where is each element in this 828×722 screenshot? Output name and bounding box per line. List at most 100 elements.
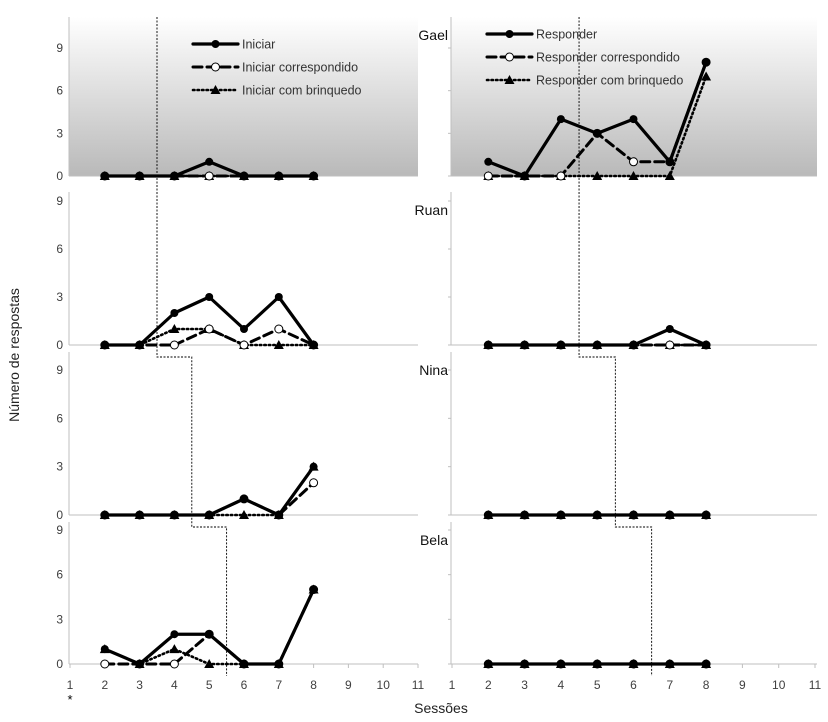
data-point-correspondido — [169, 340, 179, 350]
data-point-total — [702, 511, 711, 519]
data-point-brinquedo — [169, 324, 180, 333]
data-point-total — [274, 511, 283, 519]
data-point-total — [240, 325, 248, 333]
x-tick-label: 2 — [485, 678, 492, 692]
data-point-total — [593, 129, 602, 138]
y-tick-label: 0 — [56, 169, 63, 183]
data-point-correspondido — [665, 340, 675, 350]
shaded-background — [69, 17, 418, 176]
x-tick-label: 7 — [275, 678, 282, 692]
legend-marker-total — [211, 40, 220, 48]
data-point-total — [556, 341, 565, 349]
x-tick-label: 4 — [558, 678, 565, 692]
y-tick-label: 9 — [56, 523, 63, 537]
data-point-correspondido — [483, 171, 493, 181]
x-tick-label: 1 — [449, 678, 456, 692]
data-point-brinquedo — [169, 644, 180, 654]
data-point-total — [135, 172, 144, 180]
data-point-total — [665, 660, 674, 668]
phase-change-line — [156, 17, 228, 676]
data-point-correspondido — [629, 157, 638, 167]
footnote-asterisk: * — [67, 692, 72, 707]
shaded-background — [451, 17, 817, 176]
legend-label: Iniciar com brinquedo — [242, 84, 362, 98]
y-tick-label: 3 — [56, 290, 63, 304]
data-point-correspondido — [239, 340, 249, 350]
y-tick-label: 6 — [56, 84, 63, 98]
data-point-total — [629, 341, 638, 349]
data-point-total — [520, 511, 529, 519]
legend-label: Responder com brinquedo — [536, 74, 683, 88]
y-tick-label: 6 — [56, 242, 63, 256]
data-point-correspondido — [309, 478, 319, 488]
y-tick-label: 9 — [56, 194, 63, 208]
legend-marker-brinquedo — [210, 85, 221, 94]
data-point-total — [205, 630, 214, 639]
legend-label: Responder — [536, 28, 597, 42]
x-tick-label: 11 — [412, 678, 425, 692]
data-point-total — [484, 511, 493, 519]
data-point-total — [702, 341, 711, 349]
legend-marker-total — [505, 30, 514, 38]
participant-label-bela: Bela — [420, 532, 448, 548]
data-point-brinquedo — [273, 340, 284, 349]
x-tick-label: 11 — [809, 678, 822, 692]
x-tick-label: 9 — [345, 678, 352, 692]
data-point-total — [100, 511, 109, 519]
data-point-total — [665, 157, 674, 166]
data-point-total — [556, 660, 565, 668]
data-point-total — [170, 309, 179, 317]
data-point-total — [665, 325, 674, 333]
x-tick-label: 8 — [703, 678, 710, 692]
data-point-correspondido — [556, 171, 566, 181]
legend-label: Iniciar correspondido — [242, 61, 358, 75]
data-point-correspondido — [274, 324, 284, 334]
y-tick-label: 0 — [56, 508, 63, 522]
legend-label: Responder correspondido — [536, 51, 680, 65]
data-point-total — [629, 511, 638, 519]
data-point-total — [484, 660, 493, 668]
y-tick-label: 0 — [56, 657, 63, 671]
data-point-brinquedo — [239, 510, 249, 519]
data-point-correspondido — [100, 659, 110, 669]
legend-marker-brinquedo — [504, 75, 515, 84]
data-point-total — [593, 660, 602, 668]
legend-marker-correspondido — [505, 52, 514, 62]
y-tick-label: 6 — [56, 411, 63, 425]
x-tick-label: 5 — [206, 678, 213, 692]
data-point-total — [274, 172, 283, 180]
data-point-total — [484, 157, 493, 166]
data-point-total — [100, 341, 109, 349]
x-tick-label: 8 — [310, 678, 317, 692]
y-tick-label: 9 — [56, 363, 63, 377]
data-point-brinquedo — [628, 171, 639, 180]
participant-label-ruan: Ruan — [415, 202, 448, 218]
phase-change-line — [578, 17, 653, 676]
y-axis-title: Número de respostas — [6, 288, 22, 422]
data-point-correspondido — [204, 171, 214, 181]
data-point-total — [100, 172, 109, 180]
data-point-total — [309, 341, 318, 349]
data-point-total — [702, 58, 711, 67]
data-point-total — [205, 157, 214, 166]
series-line-bela-iniciar-total — [103, 587, 316, 666]
y-tick-label: 9 — [56, 41, 63, 55]
data-point-total — [520, 660, 529, 668]
data-point-total — [309, 172, 318, 180]
data-point-brinquedo — [592, 171, 603, 180]
data-point-total — [170, 511, 179, 519]
x-tick-label: 10 — [377, 678, 391, 692]
data-point-total — [205, 293, 214, 301]
data-point-total — [629, 660, 638, 668]
data-point-total — [240, 172, 248, 180]
x-tick-label: 4 — [171, 678, 178, 692]
x-tick-label: 3 — [136, 678, 143, 692]
data-point-total — [240, 494, 248, 503]
data-point-total — [274, 293, 283, 301]
data-point-total — [520, 341, 529, 349]
data-point-total — [556, 511, 565, 519]
legend-marker-correspondido — [211, 62, 220, 72]
legend-label: Iniciar — [242, 38, 275, 52]
data-point-total — [135, 511, 144, 519]
